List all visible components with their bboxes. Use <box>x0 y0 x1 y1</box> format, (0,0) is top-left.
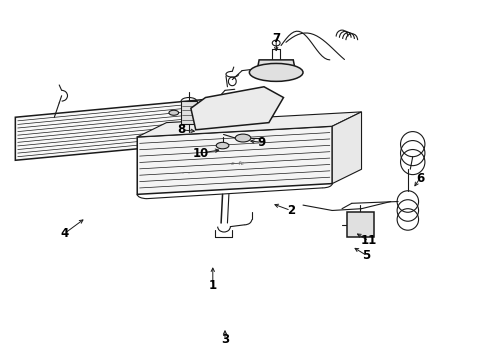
Text: 8: 8 <box>177 123 185 136</box>
Ellipse shape <box>216 142 228 149</box>
Text: 1: 1 <box>208 279 216 292</box>
Text: 9: 9 <box>257 136 265 149</box>
Text: 6: 6 <box>415 172 423 185</box>
Polygon shape <box>15 96 244 160</box>
Polygon shape <box>190 87 283 130</box>
Polygon shape <box>137 112 361 137</box>
Text: 4: 4 <box>60 227 68 240</box>
Ellipse shape <box>168 110 178 115</box>
Polygon shape <box>346 212 373 237</box>
Text: ·  ·: · · <box>182 171 190 176</box>
Text: 7: 7 <box>272 32 280 45</box>
Text: 3: 3 <box>221 333 228 346</box>
Ellipse shape <box>235 134 250 142</box>
Polygon shape <box>137 126 331 194</box>
Ellipse shape <box>249 63 303 81</box>
Text: 2: 2 <box>286 204 294 217</box>
Polygon shape <box>331 112 361 184</box>
Text: 10: 10 <box>192 147 208 159</box>
Text: 11: 11 <box>360 234 376 247</box>
Polygon shape <box>181 101 196 125</box>
Text: 5: 5 <box>362 249 370 262</box>
Polygon shape <box>256 60 295 72</box>
Text: c  fc: c fc <box>230 161 243 166</box>
